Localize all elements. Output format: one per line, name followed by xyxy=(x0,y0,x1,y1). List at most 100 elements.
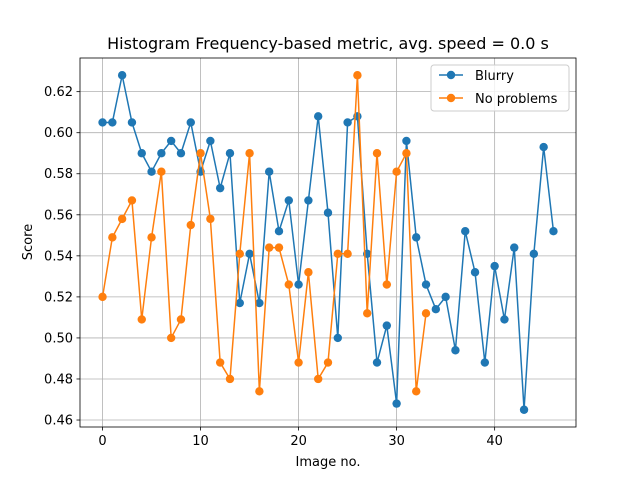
series-line-no-problems xyxy=(101,74,427,393)
x-tick-label: 0 xyxy=(98,434,106,449)
data-point-blurry xyxy=(215,183,225,193)
legend-label-blurry: Blurry xyxy=(475,69,514,84)
plot-frame xyxy=(79,57,577,428)
y-tick-label: 0.48 xyxy=(44,372,73,387)
y-axis-label: Score xyxy=(21,224,36,260)
data-point-blurry xyxy=(304,196,313,205)
data-point-blurry xyxy=(255,298,264,308)
data-point-blurry xyxy=(206,136,215,146)
y-tick-label: 0.54 xyxy=(44,249,73,264)
data-point-blurry xyxy=(500,315,509,324)
data-point-blurry xyxy=(451,346,460,355)
data-point-no-problems xyxy=(147,233,156,242)
data-point-no-problems xyxy=(255,387,264,396)
data-point-blurry xyxy=(421,280,431,289)
data-point-no-problems xyxy=(176,315,186,324)
data-point-no-problems xyxy=(235,249,244,258)
x-tick-label: 30 xyxy=(388,434,405,449)
y-tick-label: 0.62 xyxy=(44,85,73,100)
data-point-blurry xyxy=(343,118,352,127)
data-point-blurry xyxy=(382,321,392,330)
data-point-no-problems xyxy=(117,214,127,224)
data-point-no-problems xyxy=(274,243,284,252)
series-layer xyxy=(98,71,558,414)
data-point-blurry xyxy=(157,149,166,158)
data-point-blurry xyxy=(294,280,303,289)
series-no-problems xyxy=(98,71,431,396)
legend-marker-blurry xyxy=(446,70,456,80)
legend: Blurry No problems xyxy=(430,64,570,112)
data-point-no-problems xyxy=(127,196,137,205)
data-point-no-problems xyxy=(157,167,166,176)
data-point-no-problems xyxy=(98,292,107,302)
data-point-no-problems xyxy=(186,220,195,230)
data-point-blurry xyxy=(166,136,176,146)
data-point-blurry xyxy=(510,243,519,252)
data-point-no-problems xyxy=(225,374,235,384)
data-point-no-problems xyxy=(343,249,352,258)
data-point-blurry xyxy=(274,227,284,236)
data-point-blurry xyxy=(412,233,421,242)
data-point-blurry xyxy=(539,142,548,152)
series-blurry xyxy=(98,71,558,414)
data-point-blurry xyxy=(137,149,146,158)
data-point-no-problems xyxy=(294,358,303,367)
data-point-no-problems xyxy=(304,268,313,277)
data-point-blurry xyxy=(529,249,539,258)
legend-label-no-problems: No problems xyxy=(475,92,558,107)
data-point-blurry xyxy=(549,227,558,236)
data-point-blurry xyxy=(392,399,401,408)
data-point-no-problems xyxy=(206,214,215,224)
x-tick-label: 20 xyxy=(290,434,307,449)
data-point-blurry xyxy=(235,298,244,308)
data-point-blurry xyxy=(147,167,156,176)
data-point-no-problems xyxy=(166,333,176,343)
data-point-blurry xyxy=(470,268,480,277)
data-point-no-problems xyxy=(313,374,323,384)
data-point-no-problems xyxy=(392,167,401,176)
ticks: 0 10 20 30 40 0.46 0.48 0.50 0.52 0.54 0.56 0.58 0.6… xyxy=(44,85,503,449)
data-point-blurry xyxy=(284,196,293,205)
data-point-blurry xyxy=(519,405,529,414)
x-axis-label: Image no. xyxy=(296,455,361,470)
data-point-no-problems xyxy=(215,358,225,367)
y-tick-label: 0.56 xyxy=(44,208,73,223)
data-point-blurry xyxy=(117,71,127,80)
data-point-blurry xyxy=(264,167,274,176)
data-point-blurry xyxy=(323,208,333,217)
data-point-blurry xyxy=(313,112,323,121)
data-point-blurry xyxy=(98,118,107,127)
data-point-no-problems xyxy=(264,243,274,252)
data-point-no-problems xyxy=(196,149,205,158)
y-tick-label: 0.60 xyxy=(44,126,73,141)
data-point-blurry xyxy=(176,149,186,158)
chart-title: Histogram Frequency-based metric, avg. s… xyxy=(107,34,549,53)
x-tick-label: 10 xyxy=(192,434,209,449)
data-point-blurry xyxy=(127,118,137,127)
legend-marker-no-problems xyxy=(446,93,456,103)
data-point-no-problems xyxy=(108,233,117,242)
data-point-blurry xyxy=(490,261,499,271)
data-point-blurry xyxy=(480,358,490,367)
data-point-no-problems xyxy=(284,280,293,289)
data-point-no-problems xyxy=(412,387,421,396)
data-point-blurry xyxy=(372,358,382,367)
y-tick-label: 0.58 xyxy=(44,167,73,182)
data-point-no-problems xyxy=(382,280,392,289)
data-point-no-problems xyxy=(333,249,343,258)
data-point-blurry xyxy=(441,292,450,302)
data-point-blurry xyxy=(108,118,117,127)
data-point-no-problems xyxy=(372,149,382,158)
data-point-blurry xyxy=(333,333,343,343)
legend-box xyxy=(430,64,570,112)
data-point-blurry xyxy=(402,136,411,146)
y-tick-label: 0.50 xyxy=(44,331,73,346)
data-point-no-problems xyxy=(245,149,254,158)
data-point-blurry xyxy=(186,118,195,127)
data-point-blurry xyxy=(461,227,470,236)
data-point-blurry xyxy=(431,304,441,314)
y-tick-label: 0.46 xyxy=(44,414,73,429)
data-point-no-problems xyxy=(421,309,431,318)
data-point-no-problems xyxy=(363,309,372,318)
